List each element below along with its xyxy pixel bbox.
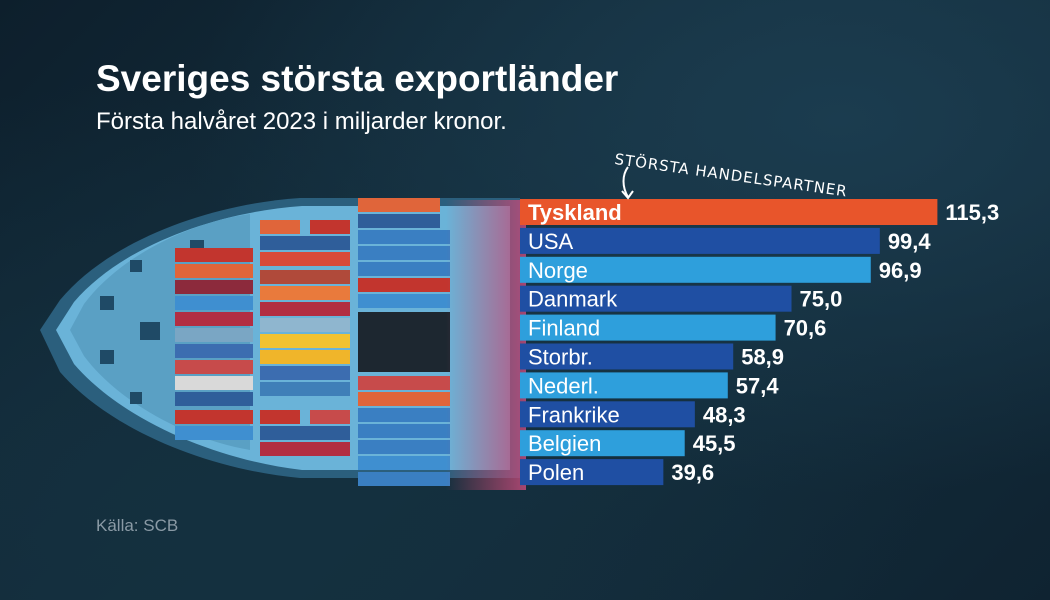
category-label: Storbr.	[528, 345, 593, 370]
source-note: Källa: SCB	[96, 516, 179, 535]
bar-norge	[520, 256, 871, 283]
value-label: 58,9	[741, 345, 784, 370]
value-label: 75,0	[800, 287, 843, 312]
annotation-arrow-icon	[621, 166, 634, 200]
value-label: 57,4	[736, 373, 780, 398]
bar-finland	[520, 314, 776, 341]
value-label: 48,3	[703, 402, 746, 427]
value-label: 70,6	[784, 316, 827, 341]
bar-tyskland	[520, 199, 938, 225]
bar-storbr-	[520, 343, 734, 370]
category-label: Norge	[528, 258, 588, 283]
chart-title: Sveriges största exportländer	[96, 58, 619, 99]
bar-polen	[520, 459, 664, 486]
category-label: Tyskland	[528, 200, 622, 225]
category-label: Finland	[528, 316, 600, 341]
bar-frankrike	[520, 401, 695, 428]
bar-usa	[520, 227, 880, 254]
bar-danmark	[520, 285, 792, 312]
value-label: 99,4	[888, 229, 932, 254]
value-label: 45,5	[693, 431, 736, 456]
category-label: Danmark	[528, 287, 618, 312]
category-label: USA	[528, 229, 574, 254]
category-label: Polen	[528, 460, 584, 485]
bar-nederl-	[520, 372, 728, 399]
chart-subtitle: Första halvåret 2023 i miljarder kronor.	[96, 108, 507, 135]
value-label: 115,3	[945, 200, 999, 225]
category-label: Nederl.	[528, 373, 599, 398]
bar-belgien	[520, 430, 685, 457]
value-label: 39,6	[671, 460, 714, 485]
value-label: 96,9	[879, 258, 922, 283]
category-label: Belgien	[528, 431, 601, 456]
category-label: Frankrike	[528, 402, 620, 427]
